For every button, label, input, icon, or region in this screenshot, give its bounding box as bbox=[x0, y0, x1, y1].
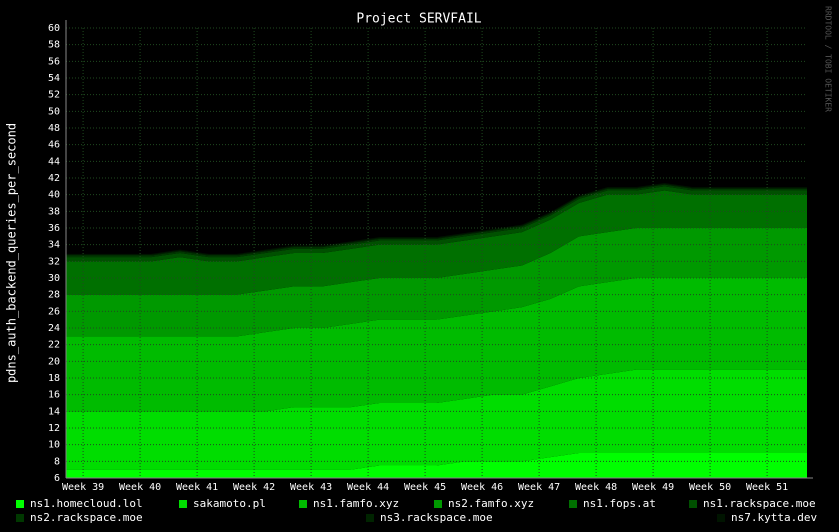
x-tick-label: Week 50 bbox=[689, 482, 731, 493]
y-tick-label: 54 bbox=[48, 73, 60, 84]
y-tick-label: 28 bbox=[48, 290, 60, 301]
y-tick-label: 10 bbox=[48, 440, 60, 451]
y-tick-label: 30 bbox=[48, 273, 60, 284]
y-tick-label: 22 bbox=[48, 340, 60, 351]
y-tick-label: 42 bbox=[48, 173, 60, 184]
x-tick-label: Week 40 bbox=[119, 482, 161, 493]
area bbox=[66, 228, 807, 337]
y-tick-label: 8 bbox=[54, 456, 60, 467]
y-tick-label: 34 bbox=[48, 240, 60, 251]
area bbox=[66, 186, 807, 262]
x-tick-label: Week 42 bbox=[233, 482, 275, 493]
x-tick-label: Week 44 bbox=[347, 482, 389, 493]
x-tick-label: Week 49 bbox=[632, 482, 674, 493]
x-tick-label: Week 45 bbox=[404, 482, 446, 493]
credit: RRDTOOL / TOBI OETIKER bbox=[824, 6, 833, 112]
y-axis-label: pdns_auth_backend_queries_per_second bbox=[5, 123, 19, 383]
x-tick-label: Week 43 bbox=[290, 482, 332, 493]
x-tick-label: Week 39 bbox=[62, 482, 104, 493]
legend-label: ns2.famfo.xyz bbox=[448, 497, 534, 510]
y-tick-label: 26 bbox=[48, 306, 60, 317]
x-tick-label: Week 48 bbox=[575, 482, 617, 493]
area bbox=[66, 190, 807, 295]
y-tick-label: 60 bbox=[48, 23, 60, 34]
y-tick-label: 12 bbox=[48, 423, 60, 434]
y-tick-label: 16 bbox=[48, 390, 60, 401]
legend-label: ns7.kytta.dev bbox=[731, 511, 817, 524]
y-tick-label: 38 bbox=[48, 206, 60, 217]
legend-swatch bbox=[16, 500, 24, 508]
legend-label: ns1.fops.at bbox=[583, 497, 656, 510]
y-tick-label: 56 bbox=[48, 56, 60, 67]
legend-swatch bbox=[717, 514, 725, 522]
legend-swatch bbox=[569, 500, 577, 508]
legend-swatch bbox=[16, 514, 24, 522]
x-tick-label: Week 46 bbox=[461, 482, 503, 493]
y-tick-label: 50 bbox=[48, 106, 60, 117]
legend-label: ns1.famfo.xyz bbox=[313, 497, 399, 510]
y-tick-label: 32 bbox=[48, 256, 60, 267]
legend-swatch bbox=[434, 500, 442, 508]
legend-swatch bbox=[179, 500, 187, 508]
x-tick-label: Week 51 bbox=[746, 482, 788, 493]
y-tick-label: 18 bbox=[48, 373, 60, 384]
y-tick-label: 44 bbox=[48, 156, 60, 167]
y-tick-label: 58 bbox=[48, 40, 60, 51]
legend-swatch bbox=[299, 500, 307, 508]
legend-label: ns3.rackspace.moe bbox=[380, 511, 493, 524]
y-tick-label: 40 bbox=[48, 190, 60, 201]
y-tick-label: 48 bbox=[48, 123, 60, 134]
y-tick-label: 14 bbox=[48, 406, 60, 417]
x-tick-label: Week 41 bbox=[176, 482, 218, 493]
legend-label: ns2.rackspace.moe bbox=[30, 511, 143, 524]
legend-label: sakamoto.pl bbox=[193, 497, 266, 510]
legend-swatch bbox=[689, 500, 697, 508]
y-tick-label: 24 bbox=[48, 323, 60, 334]
legend-swatch bbox=[366, 514, 374, 522]
plot-area bbox=[66, 183, 807, 478]
y-tick-label: 20 bbox=[48, 356, 60, 367]
y-tick-label: 46 bbox=[48, 140, 60, 151]
legend-label: ns1.rackspace.moe bbox=[703, 497, 816, 510]
y-tick-label: 52 bbox=[48, 90, 60, 101]
legend-label: ns1.homecloud.lol bbox=[30, 497, 143, 510]
y-tick-label: 6 bbox=[54, 473, 60, 484]
y-tick-label: 36 bbox=[48, 223, 60, 234]
x-tick-label: Week 47 bbox=[518, 482, 560, 493]
chart-title: Project SERVFAIL bbox=[356, 12, 481, 27]
